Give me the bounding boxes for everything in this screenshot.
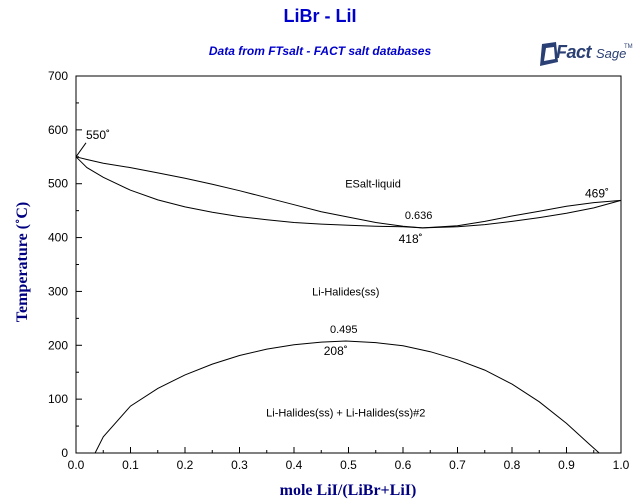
x-tick-label: 1.0 <box>613 458 630 472</box>
phase-region-label: Li-Halides(ss) + Li-Halides(ss)#2 <box>266 408 425 420</box>
y-tick-label: 300 <box>48 284 68 298</box>
annotation-label: 418˚ <box>399 232 423 246</box>
x-tick-label: 0.5 <box>340 458 357 472</box>
x-tick-label: 0.4 <box>286 458 303 472</box>
annotation-label: 469˚ <box>585 186 609 200</box>
phase-region-label: Li-Halides(ss) <box>312 286 379 298</box>
phase-boundary-line-3 <box>94 340 600 454</box>
y-tick-label: 400 <box>48 231 68 245</box>
y-tick-label: 700 <box>48 69 68 83</box>
annotation-label: 0.495 <box>330 324 358 336</box>
x-tick-label: 0.1 <box>122 458 139 472</box>
leader-line <box>75 142 87 158</box>
y-tick-label: 500 <box>48 177 68 191</box>
logo-sage-text: Sage <box>596 46 627 61</box>
x-tick-label: 0.6 <box>395 458 412 472</box>
factsage-logo: Fact Sage TM <box>536 40 633 72</box>
plot-frame <box>75 75 622 454</box>
annotation-label: 550˚ <box>86 128 110 142</box>
y-tick-label: 100 <box>48 392 68 406</box>
chart-title: LiBr - LiI <box>283 6 357 26</box>
x-tick-label: 0.0 <box>68 458 85 472</box>
x-tick-label: 0.8 <box>504 458 521 472</box>
annotation-label: 208˚ <box>324 344 348 358</box>
factsage-logo-mark-icon <box>540 42 558 66</box>
chart-subtitle: Data from FTsalt - FACT salt databases <box>208 44 432 58</box>
y-axis-title: Temperature (˚C) <box>14 202 31 322</box>
phase-region-label: ESalt-liquid <box>345 179 401 191</box>
x-axis-title: mole LiI/(LiBr+LiI) <box>280 482 417 499</box>
x-tick-label: 0.7 <box>449 458 466 472</box>
x-tick-label: 0.2 <box>177 458 194 472</box>
y-tick-label: 600 <box>48 123 68 137</box>
logo-tm-text: TM <box>624 44 633 50</box>
y-tick-label: 200 <box>48 338 68 352</box>
x-tick-label: 0.3 <box>231 458 248 472</box>
phase-boundary-line-1 <box>75 156 622 229</box>
annotation-label: 0.636 <box>405 210 433 222</box>
phase-boundary-line-2 <box>75 156 622 229</box>
y-tick-label: 0 <box>61 446 68 460</box>
logo-fact-text: Fact <box>556 42 592 62</box>
x-tick-label: 0.9 <box>558 458 575 472</box>
